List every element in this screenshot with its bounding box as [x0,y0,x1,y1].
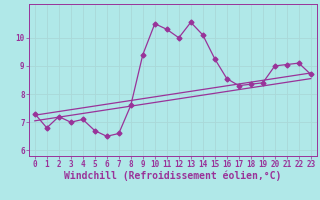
X-axis label: Windchill (Refroidissement éolien,°C): Windchill (Refroidissement éolien,°C) [64,171,282,181]
